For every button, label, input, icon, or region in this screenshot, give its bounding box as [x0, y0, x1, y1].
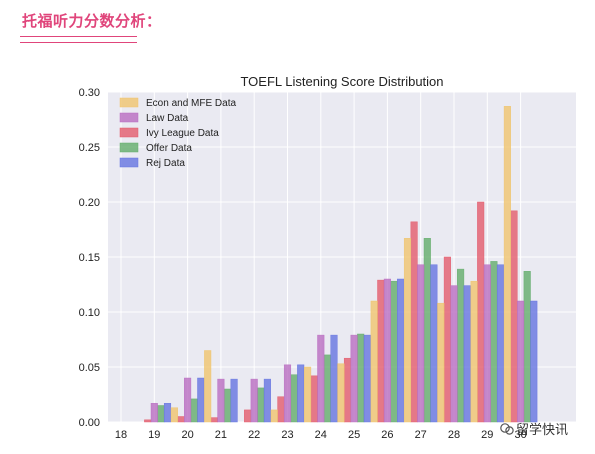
bar: [430, 264, 438, 423]
x-axis-ticks: 18 19 20 21 22 23 24 25 26 27 28 29 30: [115, 429, 527, 441]
x-tick-label: 23: [281, 429, 293, 441]
bar: [290, 374, 298, 423]
bar: [463, 285, 471, 423]
x-tick-label: 19: [148, 429, 160, 441]
x-tick-label: 25: [348, 429, 360, 441]
bar: [163, 403, 172, 423]
legend-label: Rej Data: [146, 158, 185, 169]
bar: [337, 363, 345, 423]
x-tick-label: 26: [381, 429, 393, 441]
bar: [523, 271, 531, 423]
y-tick-label: 0.00: [79, 417, 100, 429]
bar: [390, 280, 398, 423]
bar: [343, 357, 352, 423]
x-tick-label: 24: [315, 429, 327, 441]
page-heading: 托福听力分数分析：: [22, 12, 162, 30]
bar: [417, 264, 425, 423]
x-tick-label: 27: [415, 429, 427, 441]
bar: [277, 396, 285, 423]
bar: [317, 334, 325, 423]
y-tick-label: 0.05: [79, 362, 100, 374]
bar: [437, 302, 445, 423]
bar: [483, 264, 491, 423]
bar: [457, 268, 465, 423]
heading-underline: [20, 36, 137, 43]
x-tick-label: 30: [514, 429, 526, 441]
legend-swatch: [119, 97, 139, 108]
y-tick-label: 0.10: [79, 307, 100, 319]
legend-label: Ivy League Data: [146, 128, 219, 139]
legend-swatch: [119, 157, 139, 168]
bar: [184, 377, 192, 423]
legend-label: Econ and MFE Data: [146, 98, 236, 109]
bar: [397, 278, 405, 423]
bar: [230, 378, 238, 423]
chart-title: TOEFL Listening Score Distribution: [240, 74, 443, 89]
bar: [250, 378, 258, 423]
bar: [223, 388, 232, 423]
bar: [263, 378, 271, 423]
bar: [370, 300, 378, 423]
bar: [410, 221, 418, 423]
bar: [403, 238, 412, 423]
bar: [377, 279, 385, 423]
legend: Econ and MFE Data Law Data Ivy League Data…: [119, 97, 236, 169]
y-axis-ticks: 0.00 0.05 0.10 0.15 0.20 0.25 0.30: [79, 87, 100, 429]
bar: [217, 378, 225, 423]
bar: [510, 210, 518, 423]
bar: [350, 334, 358, 423]
bar: [496, 264, 505, 423]
bar: [363, 334, 371, 423]
bar: [357, 333, 365, 423]
bar: [197, 377, 205, 423]
bar: [157, 405, 165, 423]
legend-label: Offer Data: [146, 143, 192, 154]
bar: [490, 261, 498, 423]
legend-swatch: [119, 127, 139, 138]
bar: [170, 407, 178, 423]
legend-swatch: [119, 112, 139, 123]
x-tick-label: 29: [481, 429, 493, 441]
y-tick-label: 0.25: [79, 142, 100, 154]
bar: [323, 354, 331, 423]
bar: [443, 256, 451, 423]
bar: [210, 417, 218, 423]
bar: [270, 409, 278, 423]
x-tick-label: 18: [115, 429, 127, 441]
bar: [503, 106, 511, 423]
y-tick-label: 0.20: [79, 197, 100, 209]
bar: [177, 416, 185, 423]
y-tick-label: 0.15: [79, 252, 100, 264]
x-tick-label: 28: [448, 429, 460, 441]
legend-label: Law Data: [146, 113, 189, 124]
bars: [144, 106, 538, 423]
bar: [257, 387, 265, 423]
wechat-icon: [500, 423, 514, 435]
bar: [244, 409, 252, 423]
bar: [150, 403, 158, 423]
bar: [470, 280, 478, 423]
bar: [204, 350, 212, 423]
x-tick-label: 22: [248, 429, 260, 441]
bar: [190, 398, 198, 423]
bar: [297, 364, 305, 423]
x-tick-label: 21: [215, 429, 227, 441]
legend-swatch: [119, 142, 139, 153]
bar: [144, 419, 152, 423]
bar: [330, 334, 338, 423]
bar: [450, 285, 458, 423]
bar: [383, 278, 391, 423]
bar: [304, 366, 312, 423]
x-tick-label: 20: [181, 429, 193, 441]
bar: [517, 300, 525, 423]
bar: [530, 300, 538, 423]
watermark: 留学快讯: [500, 419, 568, 438]
y-tick-label: 0.30: [79, 87, 100, 99]
bar: [310, 375, 318, 423]
watermark-text: 留学快讯: [516, 423, 569, 438]
bar: [477, 201, 485, 423]
bar: [283, 364, 292, 423]
bar: [423, 238, 431, 423]
